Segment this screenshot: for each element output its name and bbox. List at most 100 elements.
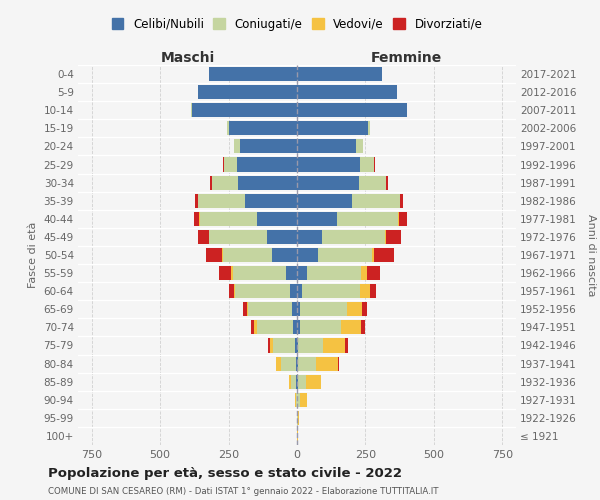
Bar xyxy=(212,176,238,190)
Bar xyxy=(297,212,337,226)
Bar xyxy=(399,212,407,226)
Bar xyxy=(360,158,374,172)
Bar xyxy=(267,230,297,244)
Bar xyxy=(237,158,297,172)
Bar xyxy=(356,140,362,153)
Bar xyxy=(361,266,367,280)
Bar xyxy=(362,302,367,316)
Bar xyxy=(297,67,382,81)
Bar xyxy=(306,374,321,388)
Bar xyxy=(227,122,229,136)
Bar xyxy=(272,248,297,262)
Bar xyxy=(245,194,297,208)
Bar xyxy=(239,140,297,153)
Bar xyxy=(200,212,257,226)
Bar xyxy=(233,266,286,280)
Bar xyxy=(297,266,307,280)
Bar xyxy=(195,194,198,208)
Bar xyxy=(297,103,407,118)
Bar xyxy=(238,176,297,190)
Bar xyxy=(297,320,300,334)
Bar xyxy=(291,374,296,388)
Bar xyxy=(273,338,295,352)
Text: COMUNE DI SAN CESAREO (RM) - Dati ISTAT 1° gennaio 2022 - Elaborazione TUTTITALI: COMUNE DI SAN CESAREO (RM) - Dati ISTAT … xyxy=(48,487,439,496)
Bar xyxy=(347,302,362,316)
Bar xyxy=(222,248,223,262)
Bar xyxy=(370,284,376,298)
Bar xyxy=(191,103,297,118)
Bar xyxy=(297,248,317,262)
Bar xyxy=(277,356,281,370)
Bar xyxy=(295,338,297,352)
Bar xyxy=(297,158,360,172)
Bar xyxy=(209,230,267,244)
Bar xyxy=(302,284,360,298)
Bar xyxy=(234,284,235,298)
Bar xyxy=(386,230,401,244)
Bar xyxy=(289,374,291,388)
Bar xyxy=(297,85,397,99)
Bar xyxy=(298,411,299,425)
Bar xyxy=(368,122,370,136)
Bar xyxy=(360,284,370,298)
Bar xyxy=(298,338,323,352)
Bar xyxy=(361,320,365,334)
Bar xyxy=(372,248,374,262)
Bar xyxy=(286,266,297,280)
Text: Femmine: Femmine xyxy=(371,51,442,65)
Bar xyxy=(297,176,359,190)
Bar xyxy=(400,194,403,208)
Bar xyxy=(398,212,399,226)
Bar xyxy=(374,158,375,172)
Bar xyxy=(385,230,386,244)
Bar xyxy=(307,266,361,280)
Bar xyxy=(297,140,356,153)
Bar xyxy=(359,176,386,190)
Bar xyxy=(298,356,316,370)
Bar xyxy=(293,320,297,334)
Bar xyxy=(251,320,254,334)
Y-axis label: Fasce di età: Fasce di età xyxy=(28,222,38,288)
Bar xyxy=(297,122,368,136)
Bar xyxy=(257,212,297,226)
Bar xyxy=(297,356,298,370)
Bar xyxy=(297,230,322,244)
Bar xyxy=(290,284,297,298)
Bar xyxy=(229,122,297,136)
Bar xyxy=(229,284,234,298)
Bar xyxy=(194,212,199,226)
Bar xyxy=(270,338,273,352)
Bar xyxy=(247,302,248,316)
Bar xyxy=(296,356,297,370)
Legend: Celibi/Nubili, Coniugati/e, Vedovi/e, Divorziati/e: Celibi/Nubili, Coniugati/e, Vedovi/e, Di… xyxy=(112,18,482,30)
Bar xyxy=(235,284,290,298)
Text: Popolazione per età, sesso e stato civile - 2022: Popolazione per età, sesso e stato civil… xyxy=(48,468,402,480)
Bar xyxy=(300,392,307,407)
Bar xyxy=(338,356,339,370)
Bar xyxy=(224,158,237,172)
Bar xyxy=(297,302,300,316)
Bar xyxy=(254,320,257,334)
Bar xyxy=(268,338,270,352)
Bar xyxy=(352,194,400,208)
Bar xyxy=(223,248,272,262)
Bar xyxy=(386,176,388,190)
Bar xyxy=(300,320,341,334)
Bar xyxy=(296,392,297,407)
Bar xyxy=(234,140,239,153)
Bar xyxy=(323,338,345,352)
Bar xyxy=(209,67,297,81)
Bar xyxy=(374,248,394,262)
Bar xyxy=(243,302,247,316)
Bar xyxy=(316,356,338,370)
Bar xyxy=(292,302,297,316)
Bar xyxy=(300,302,347,316)
Bar xyxy=(322,230,385,244)
Bar xyxy=(199,85,297,99)
Bar xyxy=(248,302,292,316)
Bar xyxy=(219,266,232,280)
Bar xyxy=(345,338,347,352)
Bar xyxy=(297,284,302,298)
Bar xyxy=(297,338,298,352)
Bar xyxy=(337,212,398,226)
